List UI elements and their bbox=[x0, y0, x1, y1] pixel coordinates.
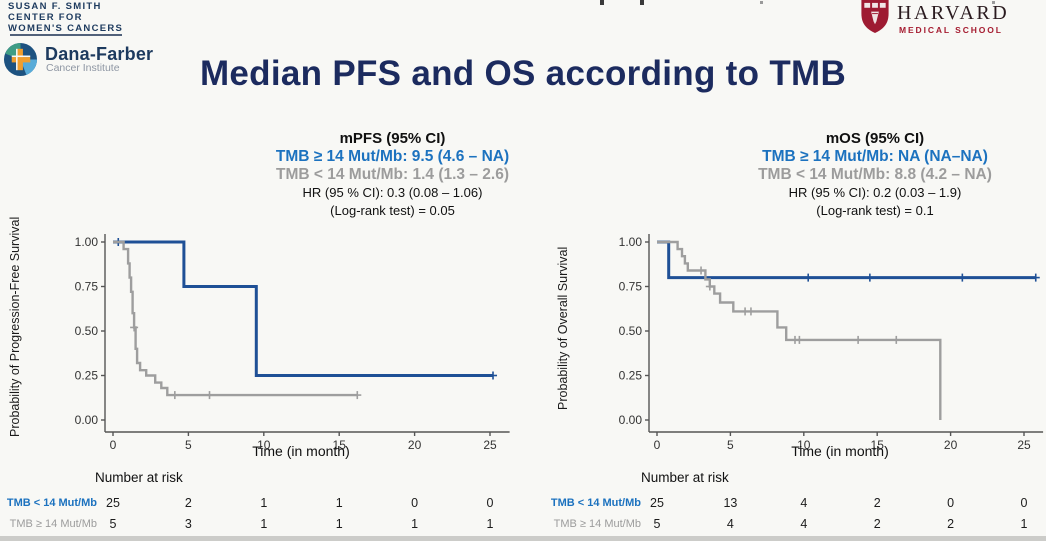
susan-smith-line-2: CENTER FOR bbox=[8, 12, 83, 23]
risk-count: 4 bbox=[800, 496, 808, 510]
svg-text:0: 0 bbox=[654, 438, 661, 452]
slide-title: Median PFS and OS according to TMB bbox=[199, 54, 847, 93]
svg-text:5: 5 bbox=[727, 438, 734, 452]
svg-text:15: 15 bbox=[333, 438, 347, 452]
svg-text:0.75: 0.75 bbox=[75, 280, 99, 294]
harvard-subtitle: MEDICAL SCHOOL bbox=[899, 25, 1003, 35]
svg-text:0.00: 0.00 bbox=[619, 413, 643, 427]
risk-count: 1 bbox=[486, 517, 494, 531]
risk-row-label: TMB ≥ 14 Mut/Mb bbox=[9, 518, 97, 530]
svg-text:0.25: 0.25 bbox=[75, 369, 99, 383]
pfs-km-chart: 0 5 10 15 20 25 0.00 0.25 0.50 0.75 1.00 bbox=[75, 234, 510, 452]
pfs-y-axis-title: Probability of Progression-Free Survival bbox=[8, 216, 22, 438]
cropped-text-artifact bbox=[640, 0, 644, 5]
os-x-axis-title: Time (in month) bbox=[791, 443, 889, 459]
svg-text:0.50: 0.50 bbox=[75, 324, 99, 338]
dana-farber-subtitle: Cancer Institute bbox=[46, 62, 120, 74]
os-y-axis-title: Probability of Overall Survival bbox=[556, 246, 570, 410]
risk-count: 2 bbox=[873, 496, 881, 510]
risk-count: 0 bbox=[411, 496, 419, 510]
os-km-chart: 0 5 10 15 20 25 0.00 0.25 0.50 0.75 1.00 bbox=[619, 234, 1044, 452]
risk-count: 2 bbox=[873, 517, 881, 531]
pfs-x-axis-title: Time (in month) bbox=[252, 443, 350, 459]
risk-count: 2 bbox=[184, 496, 192, 510]
os-annotation-title: mOS (95% CI) bbox=[825, 130, 925, 147]
svg-text:15: 15 bbox=[871, 438, 885, 452]
risk-row-label: TMB < 14 Mut/Mb bbox=[6, 497, 97, 509]
svg-text:25: 25 bbox=[483, 438, 497, 452]
risk-count: 0 bbox=[1020, 496, 1028, 510]
risk-count: 25 bbox=[650, 496, 664, 510]
svg-text:10: 10 bbox=[257, 438, 271, 452]
risk-count: 0 bbox=[486, 496, 494, 510]
pfs-risk-table-title: Number at risk bbox=[95, 470, 183, 485]
risk-count: 13 bbox=[723, 496, 738, 510]
susan-smith-center-logo: SUSAN F. SMITH CENTER FOR WOMEN'S CANCER… bbox=[8, 1, 123, 34]
svg-text:0.25: 0.25 bbox=[619, 369, 643, 383]
os-tmb-high-median: TMB ≥ 14 Mut/Mb: NA (NA–NA) bbox=[762, 148, 988, 165]
risk-count: 1 bbox=[1020, 517, 1028, 531]
pfs-annotation-title: mPFS (95% CI) bbox=[339, 130, 446, 147]
cropped-text-artifact bbox=[760, 1, 763, 4]
risk-count: 1 bbox=[335, 496, 343, 510]
logo-divider-rule bbox=[10, 34, 122, 36]
risk-count: 4 bbox=[800, 517, 808, 531]
pfs-tmb-low-median: TMB < 14 Mut/Mb: 1.4 (1.3 – 2.6) bbox=[276, 166, 509, 183]
risk-count: 25 bbox=[106, 496, 120, 510]
os-hazard-ratio: HR (95 % CI): 0.2 (0.03 – 1.9) bbox=[788, 185, 962, 200]
risk-count: 1 bbox=[411, 517, 419, 531]
risk-count: 1 bbox=[260, 496, 268, 510]
svg-text:20: 20 bbox=[944, 438, 958, 452]
risk-count: 3 bbox=[184, 517, 192, 531]
bottom-strip bbox=[0, 536, 1046, 541]
svg-text:0.50: 0.50 bbox=[619, 324, 643, 338]
os-risk-table-title: Number at risk bbox=[641, 470, 729, 485]
pfs-hazard-ratio: HR (95 % CI): 0.3 (0.08 – 1.06) bbox=[302, 185, 483, 200]
risk-count: 5 bbox=[653, 517, 661, 531]
svg-text:25: 25 bbox=[1017, 438, 1031, 452]
pfs-tmb-high-median: TMB ≥ 14 Mut/Mb: 9.5 (4.6 – NA) bbox=[275, 148, 510, 165]
susan-smith-line-3: WOMEN'S CANCERS bbox=[8, 23, 124, 34]
os-stats-annotation: mOS (95% CI) TMB ≥ 14 Mut/Mb: NA (NA–NA)… bbox=[695, 130, 1046, 220]
susan-smith-line-1: SUSAN F. SMITH bbox=[8, 1, 102, 12]
risk-count: 5 bbox=[109, 517, 117, 531]
cropped-text-artifact bbox=[600, 0, 604, 5]
cropped-text-artifact bbox=[992, 1, 995, 4]
pfs-stats-annotation: mPFS (95% CI) TMB ≥ 14 Mut/Mb: 9.5 (4.6 … bbox=[205, 130, 580, 220]
svg-text:10: 10 bbox=[797, 438, 811, 452]
os-logrank-pvalue: (Log-rank test) = 0.1 bbox=[816, 203, 934, 218]
risk-row-label: TMB ≥ 14 Mut/Mb bbox=[553, 518, 641, 530]
svg-text:0: 0 bbox=[110, 438, 117, 452]
risk-count: 4 bbox=[726, 517, 734, 531]
risk-count: 1 bbox=[260, 517, 268, 531]
svg-text:20: 20 bbox=[408, 438, 422, 452]
harvard-shield-icon bbox=[861, 0, 889, 33]
os-tmb-low-median: TMB < 14 Mut/Mb: 8.8 (4.2 – NA) bbox=[758, 166, 992, 183]
risk-row-label: TMB < 14 Mut/Mb bbox=[550, 497, 641, 509]
harvard-wordmark: HARVARD bbox=[897, 2, 1010, 24]
risk-count: 2 bbox=[947, 517, 955, 531]
svg-text:5: 5 bbox=[185, 438, 192, 452]
svg-text:1.00: 1.00 bbox=[619, 235, 643, 249]
svg-text:1.00: 1.00 bbox=[75, 235, 99, 249]
svg-text:0.75: 0.75 bbox=[619, 280, 643, 294]
dana-farber-logo-icon bbox=[3, 42, 38, 77]
svg-text:0.00: 0.00 bbox=[75, 413, 99, 427]
pfs-logrank-pvalue: (Log-rank test) = 0.05 bbox=[330, 203, 455, 218]
risk-count: 1 bbox=[335, 517, 343, 531]
dana-farber-wordmark: Dana-Farber bbox=[45, 44, 154, 64]
risk-count: 0 bbox=[947, 496, 955, 510]
